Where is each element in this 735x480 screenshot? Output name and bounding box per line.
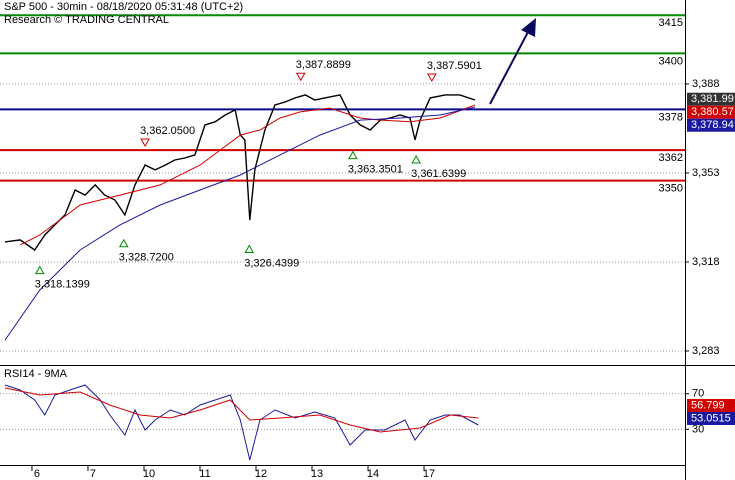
extreme-label: 3,318.1399 <box>35 279 90 291</box>
chart-title: S&P 500 - 30min - 08/18/2020 05:31:48 (U… <box>4 1 243 13</box>
y-tick-label: 3,318 <box>692 256 720 268</box>
price-tag: 56.799 <box>687 398 735 412</box>
x-tick-label: 14 <box>367 468 379 480</box>
price-tag-box <box>687 411 735 425</box>
x-tick-label: 7 <box>90 468 96 480</box>
extreme-marker <box>348 150 358 160</box>
price-tag: 3,378.94 <box>687 118 735 132</box>
extreme-label: 3,362.0500 <box>140 125 195 137</box>
price-tag-box <box>687 92 735 106</box>
x-tick-label: 6 <box>34 468 40 480</box>
series-line <box>4 384 479 461</box>
series-line <box>4 387 479 433</box>
price-tag: 53.0515 <box>687 411 735 425</box>
chart-source: Research © TRADING CENTRAL <box>4 14 169 26</box>
extreme-marker <box>295 72 306 82</box>
price-tag-box <box>687 398 735 412</box>
indicator-title: RSI14 - 9MA <box>4 368 68 380</box>
price-tag: 3,381.99 <box>687 92 735 106</box>
level-label: 3350 <box>659 182 683 194</box>
level-label: 3415 <box>659 17 683 29</box>
price-tag-label: 3,381.99 <box>691 93 734 105</box>
extreme-label: 3,328.7200 <box>119 252 174 264</box>
level-label: 3400 <box>659 55 683 67</box>
x-tick-label: 11 <box>199 468 210 480</box>
level-label: 3362 <box>659 152 683 164</box>
y-tick-label: 3,283 <box>692 345 720 357</box>
price-tag-label: 3,380.57 <box>691 106 734 118</box>
series-line <box>4 106 476 341</box>
y-tick-label: 70 <box>692 388 704 400</box>
price-tag-box <box>687 118 735 132</box>
y-tick-label: 30 <box>692 423 704 435</box>
extreme-marker <box>426 73 437 82</box>
extreme-label: 3,326.4399 <box>244 257 299 269</box>
price-tag-label: 56.799 <box>691 399 725 411</box>
plot-layer: 3,388 3,353 3,318 3,283 3415 3400 3378 3362 3350… <box>0 14 735 480</box>
price-tag-label: 53.0515 <box>691 412 731 424</box>
extreme-marker <box>118 238 129 248</box>
price-tag: 3,380.57 <box>687 105 735 119</box>
series-line <box>19 104 476 246</box>
price-tag-box <box>687 105 735 119</box>
series-line <box>4 94 476 251</box>
x-tick-label: 17 <box>423 468 435 480</box>
extreme-label: 3,361.6399 <box>411 168 466 180</box>
extreme-marker <box>411 154 422 164</box>
level-label: 3378 <box>659 111 683 123</box>
x-tick-label: 10 <box>143 468 155 480</box>
extreme-label: 3,363.3501 <box>348 164 403 176</box>
price-tag-label: 3,378.94 <box>691 119 734 131</box>
extreme-marker <box>34 265 45 275</box>
x-tick-label: 12 <box>255 468 267 480</box>
extreme-marker <box>244 244 255 254</box>
y-tick-label: 3,353 <box>692 167 720 179</box>
extreme-label: 3,387.8899 <box>296 59 351 71</box>
x-tick-label: 13 <box>311 468 323 480</box>
y-tick-label: 3,388 <box>692 78 720 90</box>
forecast-arrow <box>489 18 536 105</box>
extreme-label: 3,387.5901 <box>427 60 482 72</box>
extreme-marker <box>140 138 150 147</box>
